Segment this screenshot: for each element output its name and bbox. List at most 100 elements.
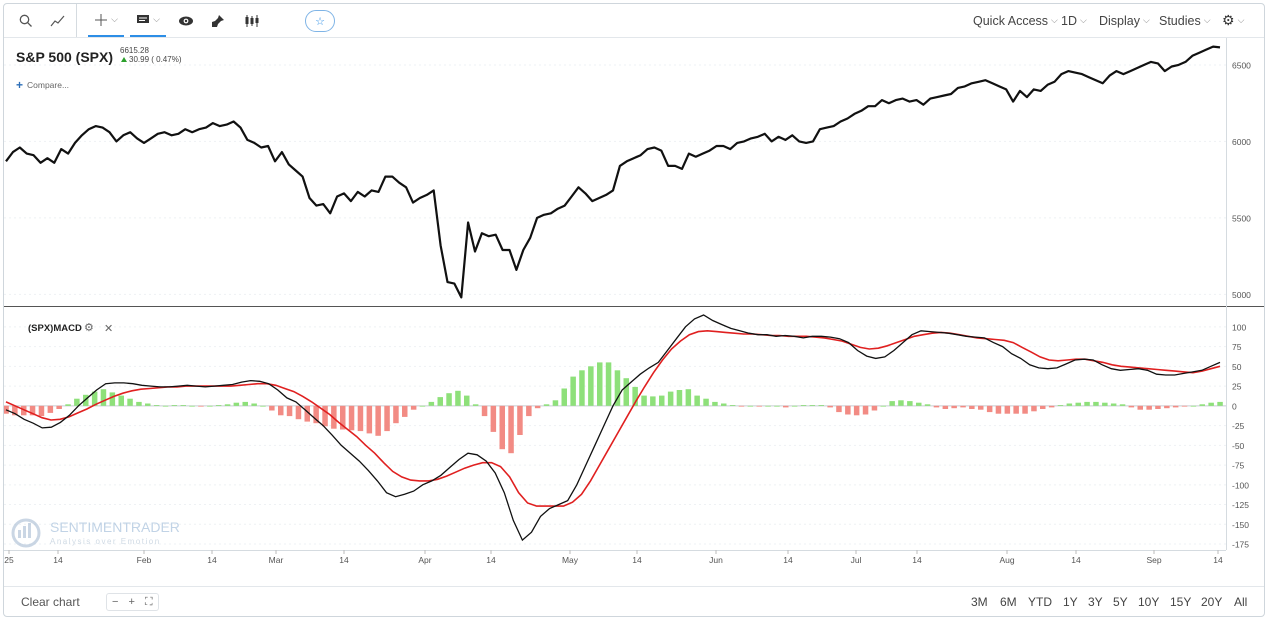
- visibility-button[interactable]: [172, 4, 200, 37]
- range-10y[interactable]: 10Y: [1138, 595, 1160, 609]
- range-20y[interactable]: 20Y: [1201, 595, 1223, 609]
- zoom-in-button[interactable]: +: [128, 596, 135, 608]
- histogram-bar: [650, 396, 656, 406]
- histogram-bar: [1137, 405, 1143, 410]
- range-6m[interactable]: 6M: [1000, 595, 1017, 609]
- macd-tick-label: -100: [1232, 480, 1249, 490]
- histogram-bar: [1119, 404, 1126, 406]
- pin-button[interactable]: [204, 4, 232, 37]
- range-all[interactable]: All: [1234, 595, 1248, 609]
- price-change: 30.99 ( 0.47%): [129, 55, 182, 64]
- time-tick-label: Jul: [851, 555, 862, 565]
- histogram-bar: [588, 366, 594, 406]
- macd-grid: [4, 326, 1226, 545]
- time-tick-label: 14: [1213, 555, 1223, 565]
- time-tick-label: 14: [486, 555, 496, 565]
- candlestick-icon: [245, 14, 259, 27]
- histogram-bar: [729, 405, 736, 406]
- macd-tick-label: -75: [1232, 461, 1245, 471]
- zoom-reset-button[interactable]: ⛶: [144, 595, 153, 608]
- zoom-out-button[interactable]: −: [112, 596, 119, 608]
- histogram-bar: [1190, 405, 1197, 407]
- study-settings-icon[interactable]: ⚙: [84, 322, 94, 334]
- up-arrow-icon: [121, 57, 127, 62]
- histogram-bar: [694, 395, 700, 406]
- chevron-down-icon: ⌵: [1051, 15, 1058, 25]
- histogram-bar: [1031, 405, 1037, 412]
- histogram-bar: [419, 405, 426, 407]
- zoom-controls: − + ⛶: [106, 593, 159, 611]
- chart-area[interactable]: S&P 500 (SPX) 6615.28 30.99 ( 0.47%) + C…: [4, 38, 1264, 586]
- histogram-bar: [1181, 405, 1188, 407]
- settings-button[interactable]: ⚙ ⌵: [1222, 4, 1244, 37]
- histogram-bar: [632, 386, 638, 406]
- chevron-down-icon: ⌵: [111, 14, 118, 24]
- range-3y[interactable]: 3Y: [1088, 595, 1103, 609]
- histogram-bar: [1022, 405, 1028, 414]
- histogram-bar: [800, 405, 807, 406]
- range-1y[interactable]: 1Y: [1063, 595, 1078, 609]
- quick-access-menu[interactable]: Quick Access ⌵: [973, 4, 1058, 37]
- watermark: SENTIMENTRADER Analysis over Emotion: [11, 518, 180, 548]
- range-5y[interactable]: 5Y: [1113, 595, 1128, 609]
- display-menu[interactable]: Display ⌵: [1099, 4, 1150, 37]
- chevron-down-icon: ⌵: [1203, 15, 1211, 25]
- close-study-icon[interactable]: ✕: [104, 323, 113, 335]
- histogram-bar: [1208, 402, 1214, 406]
- trend-line-button[interactable]: [44, 4, 72, 37]
- interval-menu[interactable]: 1D ⌵: [1061, 4, 1087, 37]
- histogram-bar: [1146, 405, 1152, 410]
- clear-chart-button[interactable]: Clear chart: [21, 595, 80, 609]
- studies-menu[interactable]: Studies ⌵: [1159, 4, 1211, 37]
- histogram-bar: [1093, 401, 1099, 406]
- histogram-bar: [38, 405, 45, 417]
- macd-axis: 100 75 50 25 0 -25 -50 -75 -100 -125 -150 -175: [1232, 322, 1249, 549]
- favorite-button[interactable]: ☆: [305, 10, 335, 32]
- histogram-bar: [774, 405, 780, 407]
- search-button[interactable]: [12, 4, 40, 37]
- price-series-line: [5, 45, 1221, 299]
- toolbar-divider: [76, 4, 77, 37]
- histogram-bar: [348, 405, 355, 431]
- histogram-bar: [898, 400, 904, 406]
- histogram-bar: [995, 405, 1002, 414]
- histogram-bar: [641, 395, 647, 406]
- histogram-bar: [499, 405, 505, 450]
- crosshair-button[interactable]: ⌵: [88, 4, 124, 37]
- histogram-bar: [1048, 405, 1055, 408]
- trend-line-icon: [50, 15, 65, 26]
- histogram-bar: [100, 389, 107, 406]
- time-tick-label: 14: [207, 555, 217, 565]
- compare-button[interactable]: Compare...: [27, 80, 69, 90]
- range-15y[interactable]: 15Y: [1170, 595, 1192, 609]
- histogram-bar: [1128, 405, 1135, 408]
- macd-tick-label: -25: [1232, 421, 1245, 431]
- histogram-bar: [614, 370, 621, 406]
- comment-button[interactable]: ⌵: [130, 4, 166, 37]
- histogram-bar: [171, 405, 178, 406]
- histogram-bar: [1084, 401, 1090, 406]
- histogram-bar: [1217, 401, 1223, 406]
- chevron-down-icon: ⌵: [1079, 15, 1087, 25]
- chart-type-button[interactable]: [238, 4, 266, 37]
- histogram-bar: [65, 404, 71, 406]
- histogram-bar: [12, 405, 18, 416]
- range-ytd[interactable]: YTD: [1028, 595, 1052, 609]
- histogram-bar: [437, 397, 443, 406]
- time-tick-label: 14: [783, 555, 793, 565]
- histogram-bar: [304, 405, 310, 422]
- histogram-bar: [579, 370, 585, 406]
- histogram-bar: [375, 405, 381, 436]
- price-grid: [4, 64, 1226, 295]
- histogram-bar: [942, 405, 949, 409]
- histogram-bar: [659, 395, 665, 406]
- macd-tick-label: 25: [1232, 382, 1242, 392]
- histogram-bar: [1013, 405, 1019, 414]
- range-3m[interactable]: 3M: [971, 595, 988, 609]
- time-axis: 25 14 Feb 14 Mar 14 Apr 14 May 14 Jun 14 Jul 14 Aug 14 S…: [4, 550, 1223, 565]
- eye-icon: [179, 16, 193, 25]
- histogram-bar: [969, 405, 975, 409]
- macd-tick-label: 100: [1232, 322, 1246, 332]
- histogram-bar: [543, 404, 550, 406]
- price-tick-label: 6500: [1232, 60, 1251, 70]
